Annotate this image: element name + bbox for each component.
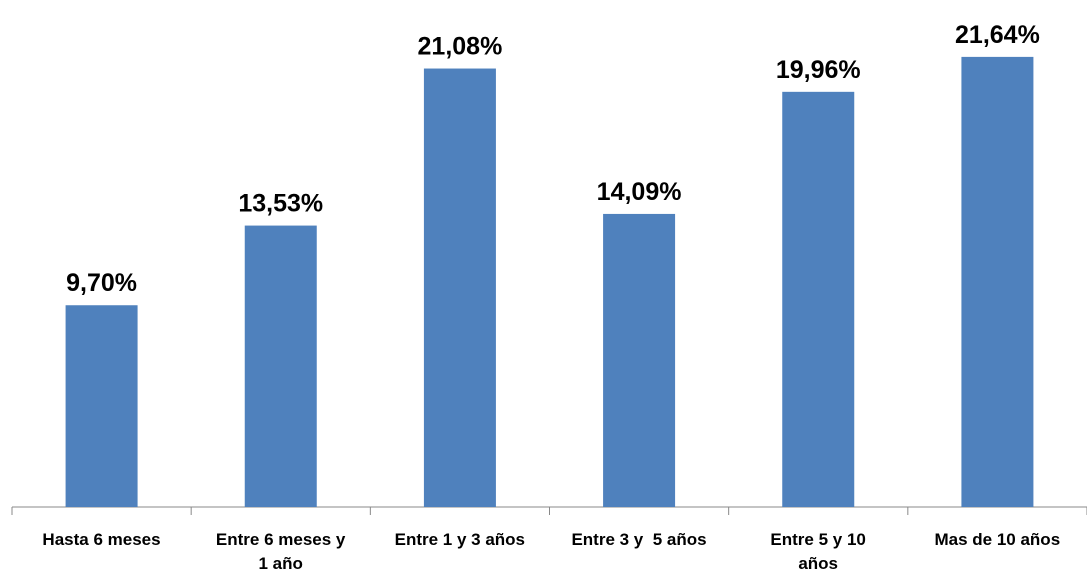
data-label: 19,96%	[776, 56, 861, 84]
data-label: 9,70%	[66, 269, 137, 297]
x-tick-label: Entre 5 y 10 años	[770, 530, 866, 573]
x-tick-label: Entre 3 y 5 años	[571, 530, 707, 549]
bar	[603, 213, 676, 508]
data-label: 13,53%	[238, 190, 323, 218]
x-tick-label: Entre 6 meses y 1 año	[215, 530, 346, 573]
x-tick-label: Mas de 10 años	[934, 530, 1061, 549]
x-tick-label: Entre 1 y 3 años	[394, 530, 526, 549]
x-tick-label: Hasta 6 meses	[42, 530, 161, 549]
bar	[782, 91, 855, 507]
bar	[961, 56, 1034, 507]
data-label: 21,08%	[418, 33, 503, 61]
bar	[244, 225, 317, 508]
data-label: 21,64%	[955, 21, 1040, 49]
bar	[423, 68, 496, 507]
data-label: 14,09%	[597, 178, 682, 206]
bar	[65, 305, 138, 507]
